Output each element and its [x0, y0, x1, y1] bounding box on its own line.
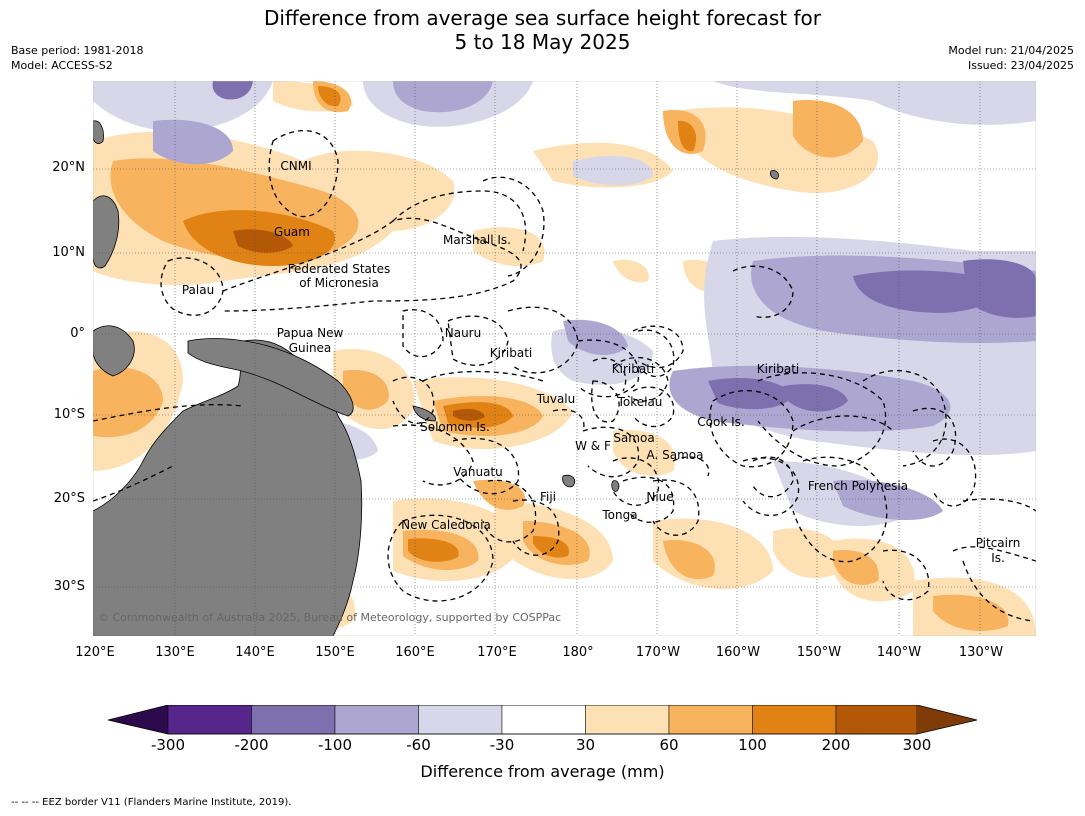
- region-label: Marshall Is.: [443, 233, 511, 247]
- region-label: Tuvalu: [536, 392, 576, 406]
- region-labels: CNMI Guam Marshall Is. Federated States …: [182, 159, 1020, 565]
- colorbar-swatch: [334, 705, 419, 735]
- lon-label: 150°W: [796, 645, 842, 660]
- colorbar-label: 300: [902, 736, 932, 754]
- issued-date: Issued: 23/04/2025: [967, 59, 1074, 72]
- colorbar-label: 100: [738, 736, 767, 754]
- region-label: of Micronesia: [299, 276, 379, 290]
- region-label: Cook Is.: [697, 415, 744, 429]
- philippines: [93, 195, 120, 269]
- region-label: Is.: [991, 551, 1005, 565]
- lat-label: 20°S: [53, 491, 85, 506]
- colorbar-title: Difference from average (mm): [420, 762, 665, 781]
- colorbar-label: 30: [575, 736, 596, 754]
- region-label: Vanuatu: [453, 465, 503, 479]
- colorbar-extend-high: [917, 705, 977, 734]
- lat-label: 10°S: [53, 407, 85, 422]
- lat-label: 10°N: [52, 245, 85, 260]
- lat-label: 0°: [70, 326, 85, 341]
- lon-label: 130°E: [155, 645, 195, 660]
- region-label: Federated States: [288, 262, 390, 276]
- base-period: Base period: 1981-2018: [11, 44, 144, 57]
- meta-right: Model run: 21/04/2025 Issued: 23/04/2025: [948, 43, 1074, 73]
- eez-borders: [93, 130, 1036, 622]
- region-label: Pitcairn: [976, 536, 1021, 550]
- colorbar-label: 200: [821, 736, 851, 754]
- colorbar-extend-low: [108, 705, 168, 734]
- colorbar: [108, 705, 978, 735]
- lon-label: 160°W: [715, 645, 761, 660]
- lat-label: 30°S: [53, 579, 85, 594]
- anomaly-fill-dark-purple: [212, 81, 1036, 412]
- meta-left: Base period: 1981-2018 Model: ACCESS-S2: [11, 43, 143, 73]
- region-label: Fiji: [540, 490, 556, 504]
- region-label: Solomon Is.: [420, 420, 490, 434]
- graticule: [93, 81, 1036, 636]
- region-label: Guam: [274, 225, 310, 239]
- lon-label: 170°W: [635, 645, 681, 660]
- lon-label: 160°E: [395, 645, 435, 660]
- region-label: Tokelau: [617, 395, 663, 409]
- region-label: Kiribati: [757, 362, 799, 376]
- hawaii: [769, 170, 779, 180]
- region-label: Samoa: [613, 431, 654, 445]
- lat-label: 20°N: [52, 160, 85, 175]
- lon-label: 150°E: [315, 645, 355, 660]
- title-line-2: 5 to 18 May 2025: [454, 30, 631, 54]
- model-run: Model run: 21/04/2025: [948, 44, 1074, 57]
- map-title: Difference from average sea surface heig…: [0, 6, 1085, 54]
- colorbar-label: -100: [317, 736, 353, 754]
- colorbar-label: -300: [150, 736, 186, 754]
- new-guinea: [187, 338, 354, 417]
- colorbar-swatch: [501, 705, 586, 735]
- region-label: Nauru: [445, 326, 481, 340]
- model-name: Model: ACCESS-S2: [11, 59, 113, 72]
- colorbar-label: -60: [406, 736, 431, 754]
- region-label: New Caledonia: [401, 518, 491, 532]
- fiji: [562, 474, 576, 488]
- region-label: Tonga: [601, 508, 637, 522]
- colorbar-swatch: [251, 705, 336, 735]
- region-label: Kiribati: [490, 346, 532, 360]
- sea-level-map: CNMI Guam Marshall Is. Federated States …: [93, 81, 1036, 636]
- new-zealand: [611, 480, 620, 492]
- region-label: Kiribati: [612, 362, 654, 376]
- region-label: French Polynesia: [808, 479, 908, 493]
- lon-label: 140°E: [235, 645, 275, 660]
- taiwan: [93, 120, 104, 144]
- colorbar-label: 60: [659, 736, 679, 754]
- lon-label: 180°: [562, 645, 594, 660]
- eez-footnote: -- -- -- EEZ border V11 (Flanders Marine…: [11, 797, 292, 808]
- lon-label: 170°E: [477, 645, 517, 660]
- colorbar-swatch: [167, 705, 252, 735]
- solomon-islands: [412, 405, 436, 422]
- colorbar-label: -200: [234, 736, 269, 754]
- region-label: W & F: [575, 439, 611, 453]
- region-label: Niue: [646, 490, 673, 504]
- lon-label: 140°W: [876, 645, 922, 660]
- colorbar-swatch: [585, 705, 670, 735]
- region-label: CNMI: [280, 159, 311, 173]
- region-label: Palau: [182, 283, 214, 297]
- title-line-1: Difference from average sea surface heig…: [263, 6, 822, 30]
- region-label: A. Samoa: [647, 448, 704, 462]
- region-label: Papua New: [277, 326, 344, 340]
- colorbar-swatch: [418, 705, 503, 735]
- copyright-notice: © Commonwealth of Australia 2025, Bureau…: [98, 611, 561, 624]
- land-masses: [93, 120, 779, 636]
- borneo-sulawesi: [93, 325, 135, 377]
- colorbar-label: -30: [489, 736, 515, 754]
- colorbar-swatch: [668, 705, 753, 735]
- lon-label: 130°W: [958, 645, 1004, 660]
- region-label: Guinea: [289, 341, 332, 355]
- colorbar-swatch: [752, 705, 837, 735]
- colorbar-swatch: [835, 705, 918, 735]
- lon-label: 120°E: [75, 645, 115, 660]
